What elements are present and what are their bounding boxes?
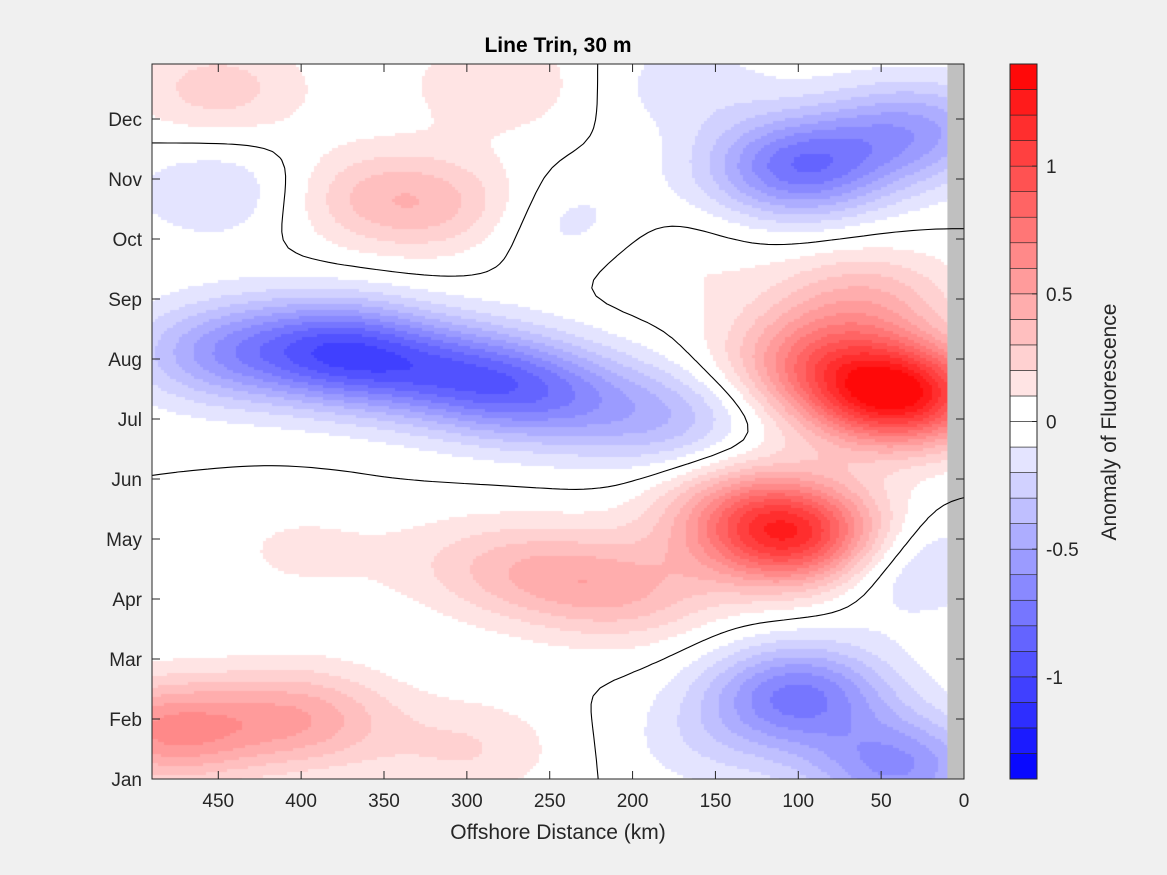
colorbar-tick-label: 0.5 [1046,285,1072,306]
colorbar-swatch [1009,472,1038,499]
y-tick-label: Oct [112,230,142,251]
colorbar-swatch [1009,421,1038,448]
colorbar-swatch [1009,267,1038,295]
y-tick-label: Dec [108,110,142,131]
x-tick-label: 350 [368,791,400,812]
colorbar-swatch [1009,140,1038,167]
y-tick-label: Aug [108,350,142,371]
zero-contour-line [152,64,964,779]
colorbar-swatch [1009,344,1038,371]
colorbar-swatch [1009,548,1038,576]
x-tick-label: 300 [451,791,483,812]
colorbar-swatch [1009,89,1038,116]
colorbar-swatch [1009,651,1038,678]
y-tick-label: Apr [112,590,142,611]
no-data-region [947,64,964,779]
colorbar-swatch [1009,216,1038,244]
colorbar-swatch [1009,63,1038,90]
plot-frame [151,63,965,780]
colorbar-swatch [1009,242,1038,269]
y-tick-label: May [106,530,142,551]
colorbar-swatch [1009,676,1038,703]
x-axis-label: Offshore Distance (km) [450,821,666,844]
colorbar-swatch [1009,165,1038,192]
y-axis: Jan Feb Mar Apr May Jun Jul Aug Sep Oct Nov Dec [106,110,964,791]
colorbar-swatch [1009,625,1038,652]
colorbar-swatch [1009,293,1038,320]
y-tick-label: Jun [111,470,142,491]
colorbar-swatch [1009,702,1038,729]
chart-title: Line Trin, 30 m [484,34,631,57]
colorbar-label: Anomaly of Fluorescence [1098,304,1121,541]
x-tick-label: 0 [959,791,970,812]
x-tick-label: 100 [782,791,814,812]
y-tick-label: Feb [109,710,142,731]
colorbar-tick-label: 0 [1046,413,1057,434]
colorbar-swatch [1009,319,1038,346]
y-tick-label: Mar [109,650,142,671]
y-tick-label: Sep [108,290,142,311]
colorbar-tick-label: -0.5 [1046,540,1079,561]
anomaly-field [152,64,964,779]
x-tick-label: 450 [202,791,234,812]
y-tick-label: Jul [118,410,142,431]
colorbar-swatch [1009,114,1038,141]
colorbar-swatch [1009,370,1038,397]
x-tick-label: 200 [617,791,649,812]
colorbar-swatch [1009,446,1038,473]
colorbar-swatch [1009,395,1038,422]
y-tick-label: Nov [108,170,142,191]
colorbar-swatch [1009,523,1038,550]
colorbar: 1 0.5 0 -0.5 -1 Anomaly of Fluorescence [1009,63,1121,780]
zero-contour [152,64,964,779]
x-tick-label: 150 [700,791,732,812]
x-axis: 450 400 350 300 250 200 150 100 50 0 [202,64,969,812]
colorbar-tick-label: -1 [1046,668,1063,689]
x-tick-label: 50 [871,791,892,812]
y-tick-label: Jan [111,770,142,791]
colorbar-tick-label: 1 [1046,157,1057,178]
colorbar-swatch [1009,599,1038,627]
colorbar-swatch [1009,191,1038,218]
contour-plot: 450 400 350 300 250 200 150 100 50 0 Jan Feb Mar Apr… [106,63,969,812]
colorbar-swatch [1009,497,1038,524]
colorbar-swatch [1009,727,1038,754]
colorbar-swatch [1009,574,1038,601]
x-tick-label: 400 [285,791,317,812]
colorbar-swatch [1009,753,1038,780]
x-tick-label: 250 [534,791,566,812]
